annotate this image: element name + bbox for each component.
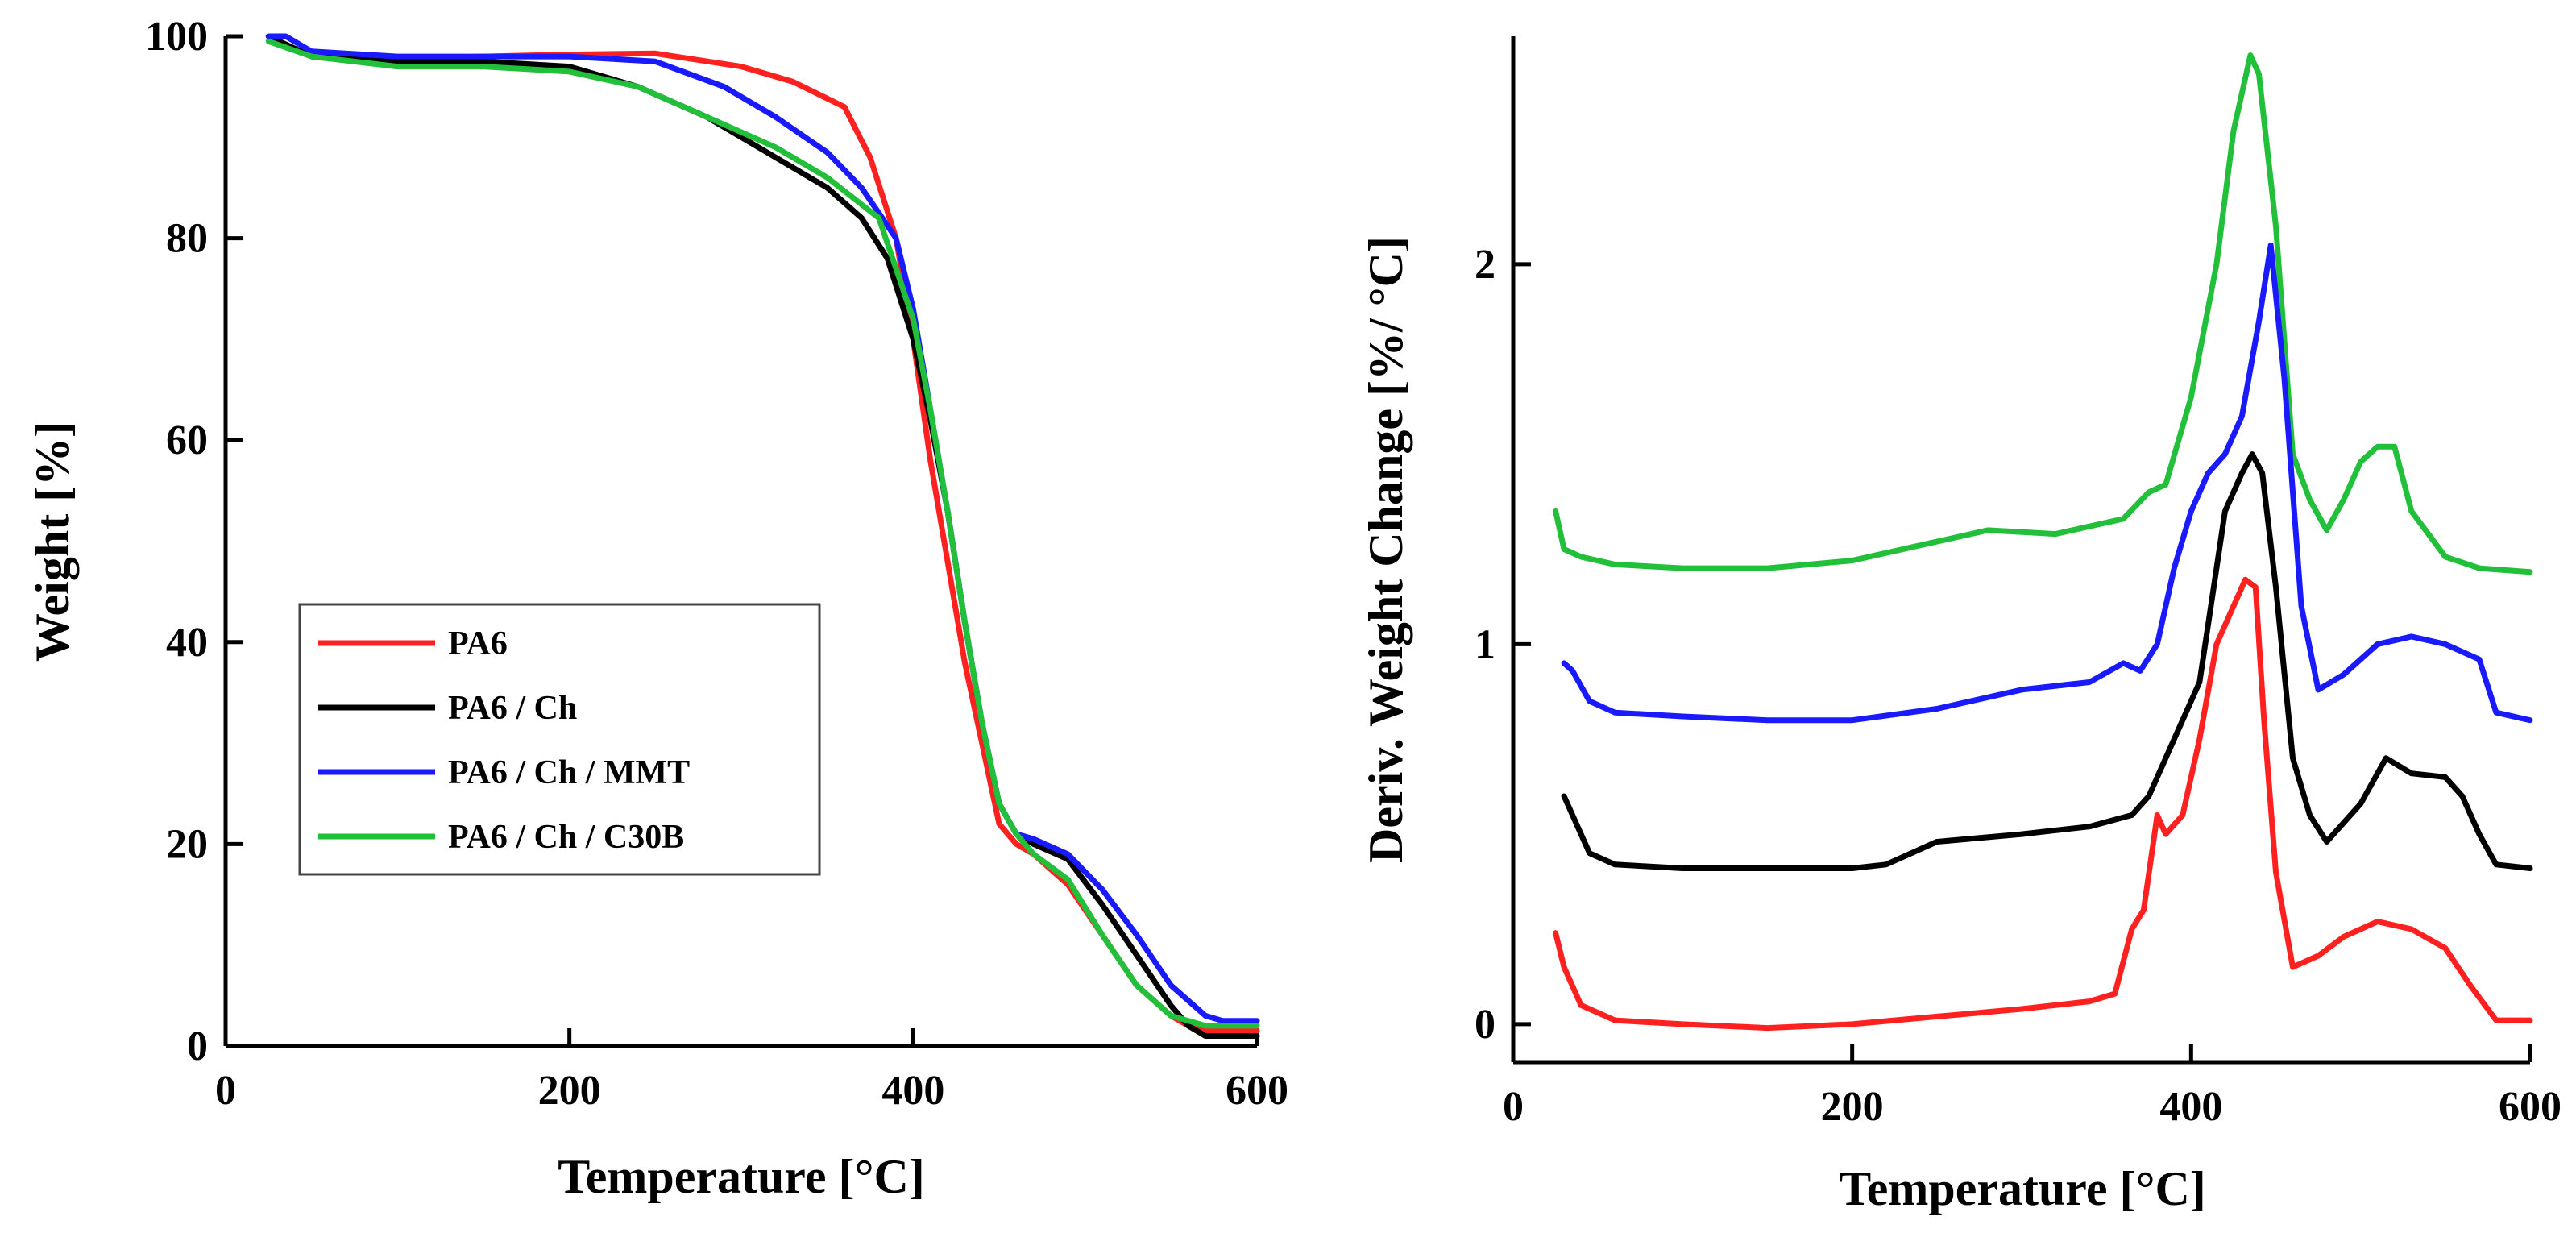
weight-series-pa6-ch [265, 33, 1260, 1039]
weight-y-tick-label: 60 [166, 417, 208, 463]
weight-chart-y-title: Weight [%] [26, 421, 79, 662]
weight-series-pa6-ch-c30b [265, 38, 1260, 1029]
legend-label-pa6: PA6 [448, 625, 508, 662]
weight-x-tick-label: 200 [538, 1068, 601, 1114]
deriv-y-tick-label: 1 [1475, 621, 1495, 667]
deriv-series-pa6-ch-mmt [1561, 242, 2533, 724]
deriv-x-tick-label: 600 [2499, 1084, 2561, 1130]
weight-y-tick-label: 20 [166, 821, 208, 867]
derivative-chart-y-title: Deriv. Weight Change [%/ °C] [1359, 236, 1412, 863]
deriv-x-tick-label: 200 [1821, 1084, 1884, 1130]
weight-x-tick-label: 400 [881, 1068, 944, 1114]
derivative-chart: 0 200 400 600 0 1 2 Temperature [°C] Deriv. We… [1359, 36, 2561, 1215]
derivative-chart-x-title: Temperature [°C] [1839, 1162, 2206, 1215]
legend-label-pa6-ch: PA6 / Ch [448, 690, 577, 727]
deriv-series-pa6-ch-c30b [1553, 52, 2533, 575]
weight-y-tick-label: 100 [145, 14, 208, 60]
deriv-x-tick-label: 0 [1503, 1084, 1524, 1130]
weight-y-tick-label: 0 [187, 1023, 208, 1069]
legend-label-pa6-ch-c30b: PA6 / Ch / C30B [448, 819, 684, 856]
weight-chart-x-title: Temperature [°C] [558, 1150, 925, 1203]
weight-y-tick-label: 80 [166, 216, 208, 262]
legend: PA6 PA6 / Ch PA6 / Ch / MMT PA6 / Ch / C30B [298, 603, 821, 876]
deriv-y-tick-label: 0 [1475, 1002, 1495, 1048]
deriv-series-pa6-ch [1561, 451, 2533, 871]
weight-x-tick-label: 0 [215, 1068, 236, 1114]
weight-x-tick-label: 600 [1226, 1068, 1288, 1114]
legend-label-pa6-ch-mmt: PA6 / Ch / MMT [448, 754, 690, 791]
weight-series-pa6 [265, 33, 1260, 1034]
legend-box [298, 603, 821, 876]
deriv-series-pa6 [1553, 576, 2533, 1032]
deriv-x-tick-label: 400 [2159, 1084, 2222, 1130]
weight-y-tick-label: 40 [166, 620, 208, 666]
deriv-y-tick-label: 2 [1475, 242, 1495, 288]
